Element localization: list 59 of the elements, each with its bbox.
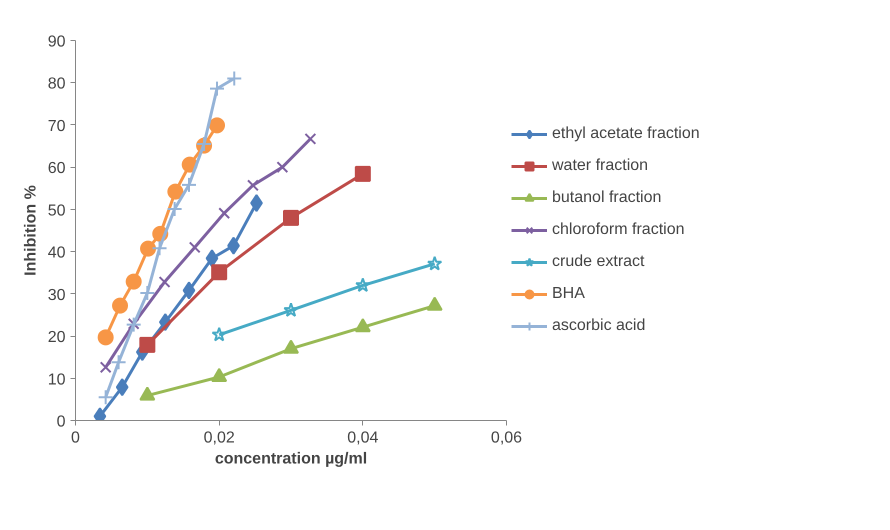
- x-tick-label: 0,06: [490, 430, 522, 446]
- point: [110, 354, 127, 370]
- legend-label: crude extract: [552, 252, 644, 272]
- point: [166, 200, 183, 217]
- point: [180, 176, 197, 193]
- point: [211, 264, 228, 280]
- point: [182, 281, 196, 300]
- y-tick-label: 40: [48, 244, 66, 262]
- point: [209, 117, 226, 134]
- y-tick-label: 10: [48, 371, 66, 388]
- legend-label: butanol fraction: [552, 188, 662, 208]
- y-tick-label: 80: [48, 76, 66, 93]
- point: [158, 276, 171, 288]
- x-tick-label: 0,02: [204, 430, 235, 446]
- y-tick-label: 30: [48, 286, 66, 304]
- point: [167, 184, 184, 200]
- point: [209, 80, 226, 97]
- legend-label: BHA: [552, 284, 585, 304]
- point: [227, 236, 240, 255]
- legend-label: ascorbic acid: [552, 316, 646, 336]
- point: [246, 179, 259, 192]
- point: [283, 302, 299, 317]
- point: [283, 210, 299, 226]
- point: [139, 336, 156, 353]
- point: [128, 318, 140, 330]
- point: [98, 389, 114, 406]
- point: [126, 274, 142, 290]
- point: [276, 161, 288, 174]
- x-axis-title: concentration µg/ml: [214, 450, 368, 468]
- point: [116, 378, 129, 396]
- point: [218, 207, 230, 220]
- point: [100, 361, 112, 374]
- point: [226, 70, 242, 86]
- y-tick-label: 60: [48, 160, 66, 178]
- y-tick-label: 0: [56, 414, 66, 430]
- legend-label: ethyl acetate fraction: [552, 124, 700, 144]
- point: [304, 132, 316, 145]
- point: [212, 326, 227, 342]
- legend-label: water fraction: [552, 156, 648, 176]
- legend-label: chloroform fraction: [552, 220, 684, 240]
- point: [354, 166, 371, 182]
- y-tick-label: 70: [48, 118, 66, 135]
- point: [126, 316, 142, 333]
- point: [98, 329, 114, 346]
- y-tick-label: 20: [48, 329, 66, 346]
- point: [206, 249, 218, 268]
- point: [250, 194, 263, 212]
- point: [112, 298, 128, 314]
- x-tick-label: 0: [71, 430, 80, 446]
- point: [152, 240, 168, 256]
- point: [427, 256, 442, 271]
- point: [140, 240, 156, 257]
- x-tick-label: 0,04: [347, 430, 379, 446]
- point: [355, 277, 370, 292]
- point: [188, 241, 201, 254]
- y-tick-label: 90: [48, 34, 66, 50]
- y-axis-title: Inhibition %: [22, 185, 40, 276]
- point: [139, 284, 156, 301]
- y-tick-label: 50: [48, 202, 66, 220]
